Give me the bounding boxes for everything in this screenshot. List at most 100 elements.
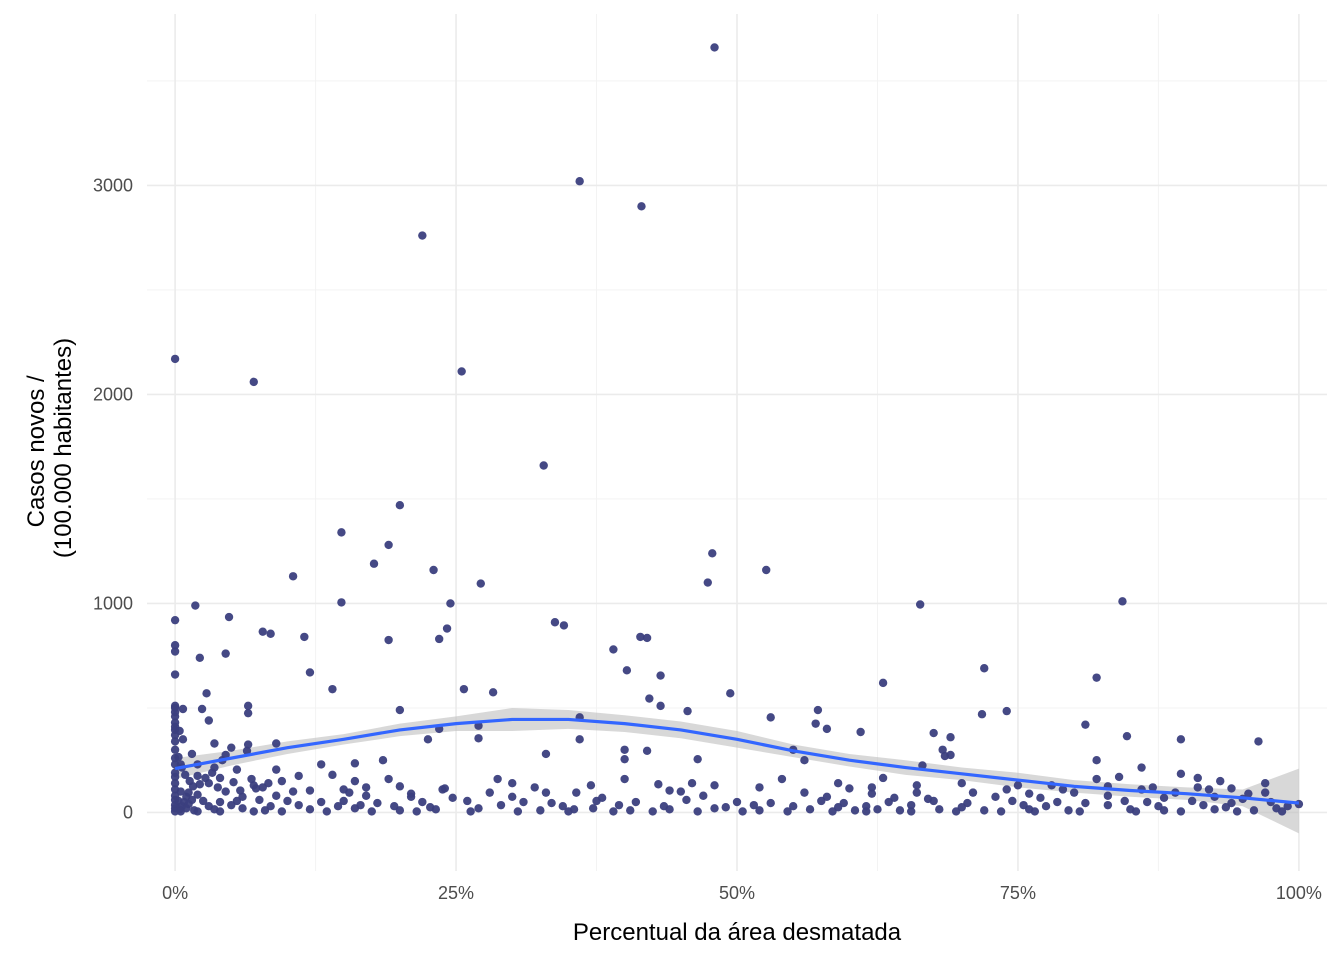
data-point-205 [766,798,775,808]
data-point-255 [260,806,270,815]
data-point-53 [656,701,665,711]
data-point-214 [1120,796,1129,806]
data-point-308 [1277,807,1287,816]
data-point-99 [541,749,551,759]
data-point-89 [243,740,253,749]
data-point-142 [1058,785,1068,794]
data-point-156 [676,787,686,796]
data-point-216 [1187,796,1197,806]
data-point-119 [193,771,202,781]
data-point-109 [316,760,326,769]
data-point-120 [215,773,225,783]
data-point-266 [710,804,719,813]
data-point-321 [201,773,210,783]
data-point-35 [642,633,652,643]
data-point-270 [873,805,882,814]
data-point-288 [367,807,376,816]
data-point-235 [721,803,730,812]
data-point-326 [236,786,245,795]
data-point-6 [249,377,258,387]
data-point-256 [305,805,315,814]
data-point-206 [817,796,826,806]
data-point-50 [488,688,498,697]
y-axis-title-line-1: Casos novos / [23,375,50,527]
data-point-55 [243,701,253,711]
data-point-28 [258,627,267,636]
data-point-123 [493,774,502,784]
data-point-200 [547,798,556,808]
data-point-10 [384,540,393,550]
data-point-124 [878,773,888,783]
data-point-115 [272,765,281,774]
data-point-346 [1002,785,1011,794]
data-point-233 [614,800,624,810]
data-point-31 [434,634,444,644]
data-point-94 [170,745,180,754]
x-tick-label-1: 25% [438,883,474,903]
smooth-trend-line [174,717,1300,805]
data-point-56 [178,704,188,714]
x-tick-label-4: 100% [1276,883,1322,903]
y-axis-title: Casos novos / (100.000 habitantes) [23,338,77,558]
data-point-130 [1216,776,1225,786]
data-point-181 [1103,791,1113,800]
data-point-211 [1008,796,1017,806]
data-point-237 [788,802,798,811]
data-point-125 [1092,774,1101,784]
data-point-13 [708,549,717,558]
data-point-84 [575,735,584,744]
data-point-2 [637,202,646,211]
data-point-190 [215,797,225,807]
data-point-284 [215,807,225,816]
data-point-67 [766,713,775,722]
data-point-60 [683,706,692,716]
data-point-132 [170,779,180,788]
data-point-103 [693,754,702,764]
data-point-319 [188,782,198,791]
data-point-131 [1260,779,1270,788]
data-point-306 [1176,807,1186,816]
data-point-52 [645,694,654,703]
data-point-243 [1041,802,1051,811]
data-point-106 [378,756,388,765]
data-point-150 [305,786,315,795]
data-point-102 [620,754,629,764]
data-point-299 [862,807,871,816]
data-point-144 [1204,785,1214,794]
data-point-1 [575,177,584,186]
data-point-38 [195,653,205,662]
data-point-92 [642,746,652,756]
data-point-30 [300,632,309,642]
data-point-338 [620,774,629,784]
data-point-97 [187,749,197,759]
y-axis-ticks: 0 1000 2000 3000 [93,175,133,822]
data-point-231 [496,800,506,810]
data-point-287 [322,807,332,816]
data-point-40 [305,668,315,677]
data-point-86 [1254,737,1263,746]
data-point-202 [631,797,641,807]
data-point-224 [227,800,236,810]
data-point-23 [224,612,234,622]
data-point-88 [272,739,281,748]
data-point-5 [457,367,466,376]
data-point-57 [197,704,207,714]
data-point-24 [170,615,180,625]
data-point-116 [328,770,337,780]
data-point-272 [935,805,944,814]
data-point-302 [996,807,1006,816]
data-point-137 [530,783,539,792]
data-point-139 [665,786,674,795]
data-point-64 [977,710,987,719]
data-point-42 [170,670,180,679]
data-point-22 [191,601,200,610]
data-point-254 [238,804,247,813]
data-point-91 [620,745,629,754]
confidence-band-layer [175,707,1299,834]
data-point-328 [251,784,261,793]
data-point-95 [242,746,252,756]
data-point-143 [1148,783,1158,792]
data-point-59 [813,705,823,715]
data-point-344 [912,781,922,790]
x-tick-label-0: 0% [162,883,188,903]
